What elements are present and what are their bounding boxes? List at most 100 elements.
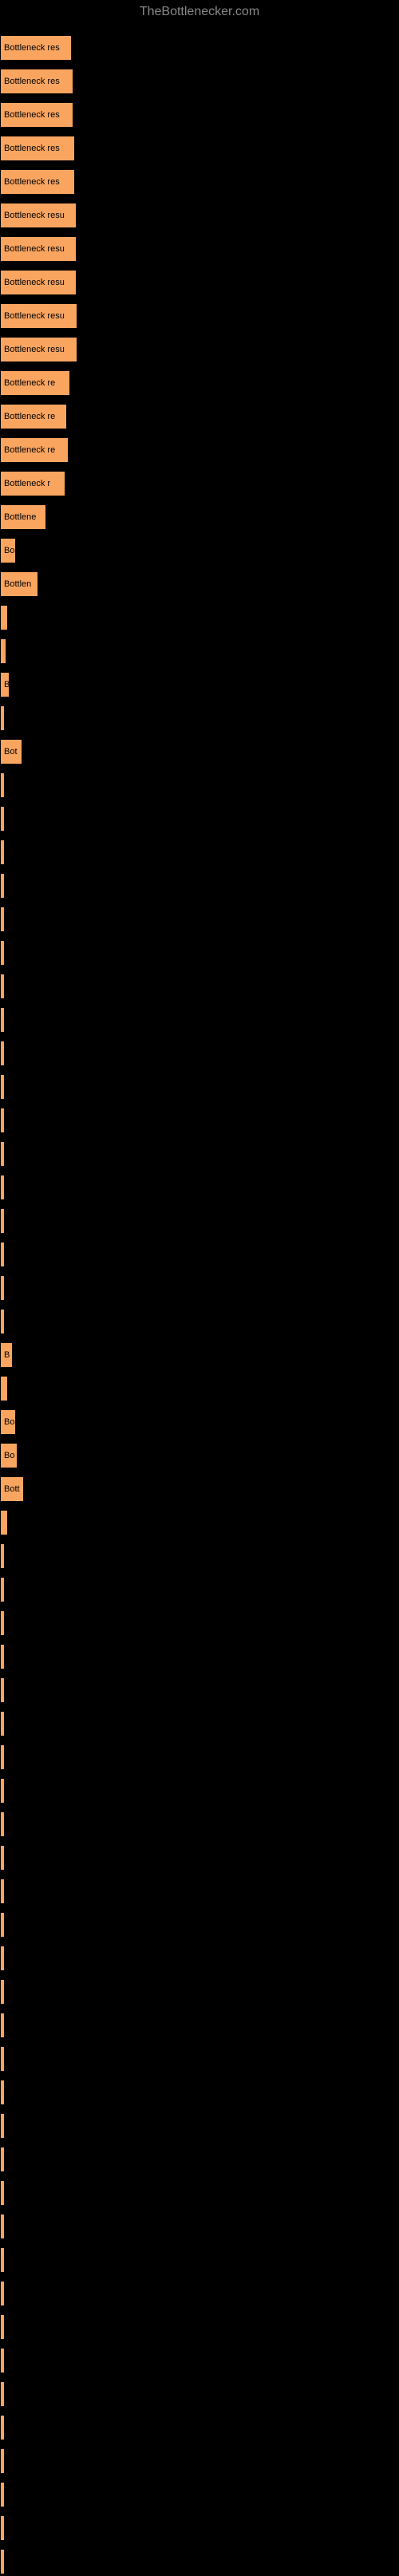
bar-label	[0, 1269, 399, 1275]
bar-label	[0, 531, 399, 538]
bar: Bottleneck resu	[0, 203, 77, 228]
bar-row	[0, 2207, 399, 2239]
bar-row	[0, 1302, 399, 1334]
bar-row	[0, 833, 399, 865]
bar	[0, 873, 5, 899]
bar-label	[0, 2006, 399, 2013]
bar: Bottleneck resu	[0, 303, 77, 329]
bar-label	[0, 733, 399, 739]
bar-label	[0, 1705, 399, 1711]
bar	[0, 2448, 5, 2474]
bar: Bo	[0, 1409, 16, 1435]
bar-label	[0, 1638, 399, 1644]
bar-label	[0, 1068, 399, 1074]
bar-label	[0, 967, 399, 974]
bar-label	[0, 364, 399, 370]
bar: Bottleneck res	[0, 35, 72, 61]
bar	[0, 2046, 5, 2072]
bar	[0, 1208, 5, 1234]
bar: Bottleneck resu	[0, 270, 77, 295]
bar-label	[0, 29, 399, 35]
bar: Bottleneck re	[0, 437, 69, 463]
bar-label	[0, 2274, 399, 2281]
bar-row	[0, 1235, 399, 1267]
bar-row: Bottleneck resu	[0, 297, 399, 329]
bar-row	[0, 1101, 399, 1133]
bar-label	[0, 2408, 399, 2415]
bar	[0, 2013, 5, 2038]
bar-label	[0, 397, 399, 404]
bar	[0, 2214, 5, 2239]
bar-label	[0, 1671, 399, 1677]
bar-label	[0, 1001, 399, 1007]
bar-row	[0, 1638, 399, 1669]
bar	[0, 2080, 5, 2105]
bar-row: Bottleneck res	[0, 62, 399, 94]
bar-row	[0, 1503, 399, 1535]
bar-label	[0, 263, 399, 270]
bar: Bottlen	[0, 571, 38, 597]
bar-row	[0, 1772, 399, 1804]
bar-row	[0, 1135, 399, 1167]
bar	[0, 638, 6, 664]
bar	[0, 1074, 5, 1100]
bar-label	[0, 1973, 399, 1979]
bar	[0, 2515, 5, 2541]
bar-row	[0, 1001, 399, 1033]
bar-row: Bottleneck re	[0, 431, 399, 463]
bar-row	[0, 2408, 399, 2440]
bar-row: Bottleneck res	[0, 163, 399, 195]
bar-row: Bo	[0, 1436, 399, 1468]
bar-label	[0, 2174, 399, 2180]
bar-label	[0, 62, 399, 69]
bar: Bo	[0, 1443, 18, 1468]
bar-label	[0, 297, 399, 303]
bar-row	[0, 934, 399, 966]
bar	[0, 2113, 5, 2139]
bar-row: Bo	[0, 531, 399, 563]
bar-row	[0, 800, 399, 832]
bar	[0, 605, 8, 630]
bar	[0, 1845, 5, 1871]
bar	[0, 1744, 5, 1770]
bar	[0, 2147, 5, 2172]
bar-label	[0, 2475, 399, 2482]
bar-label	[0, 1403, 399, 1409]
bar-label	[0, 2341, 399, 2348]
bar	[0, 1108, 5, 1133]
bar-row	[0, 1906, 399, 1938]
bar-row	[0, 1872, 399, 1904]
bar	[0, 1543, 5, 1569]
bar-row: Bottlen	[0, 565, 399, 597]
bar-label	[0, 699, 399, 705]
bar	[0, 940, 5, 966]
bar-row	[0, 2073, 399, 2105]
bar-label	[0, 632, 399, 638]
bar-row: Bottleneck re	[0, 364, 399, 396]
bar-row	[0, 1202, 399, 1234]
bar	[0, 2314, 5, 2340]
bar-row	[0, 1671, 399, 1703]
bar-row	[0, 1168, 399, 1200]
bar-label	[0, 2040, 399, 2046]
bar-label	[0, 96, 399, 102]
bar-row: Bottleneck resu	[0, 330, 399, 362]
bar-label	[0, 1168, 399, 1175]
bar: Bott	[0, 1476, 24, 1502]
bar	[0, 705, 5, 731]
bar	[0, 1007, 5, 1033]
bar	[0, 806, 5, 832]
bar-row	[0, 2375, 399, 2407]
bar-label	[0, 1604, 399, 1610]
bar	[0, 1811, 5, 1837]
bar: Bottleneck re	[0, 370, 70, 396]
bar-label	[0, 163, 399, 169]
bar-label	[0, 565, 399, 571]
bar-row	[0, 2542, 399, 2574]
bar-row	[0, 1034, 399, 1066]
bar	[0, 974, 5, 999]
bar-row: Bottleneck resu	[0, 263, 399, 295]
bar-row	[0, 1269, 399, 1301]
bar	[0, 2415, 5, 2440]
bar	[0, 2549, 5, 2574]
